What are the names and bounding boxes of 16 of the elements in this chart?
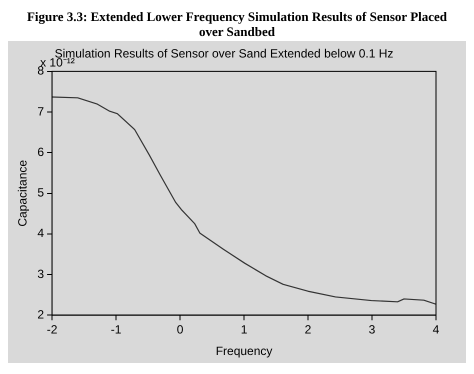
y-tick-label: 4 (37, 226, 44, 240)
x-tick-label: 3 (368, 322, 376, 337)
y-tick-label: 5 (37, 186, 44, 200)
x-tick-label: -1 (110, 322, 122, 337)
chart-title: Figure 3.3: Extended Lower Frequency Simulation Results of Sensor Placed over Sandbed (8, 8, 466, 41)
x-axis-title: Frequency (216, 344, 272, 358)
y-tick-label: 7 (37, 104, 44, 118)
x-tick-label: 0 (176, 322, 184, 337)
y-axis-title: Capacitance (16, 160, 30, 227)
x-tick-label: 2 (304, 322, 312, 337)
y-tick-label: 3 (37, 266, 44, 281)
x-tick-label: 4 (432, 322, 440, 337)
x-tick-label: -2 (46, 322, 58, 337)
y-tick-label: 6 (37, 144, 44, 159)
x-tick-label: 1 (240, 322, 248, 337)
y-tick-label: 2 (37, 308, 44, 322)
